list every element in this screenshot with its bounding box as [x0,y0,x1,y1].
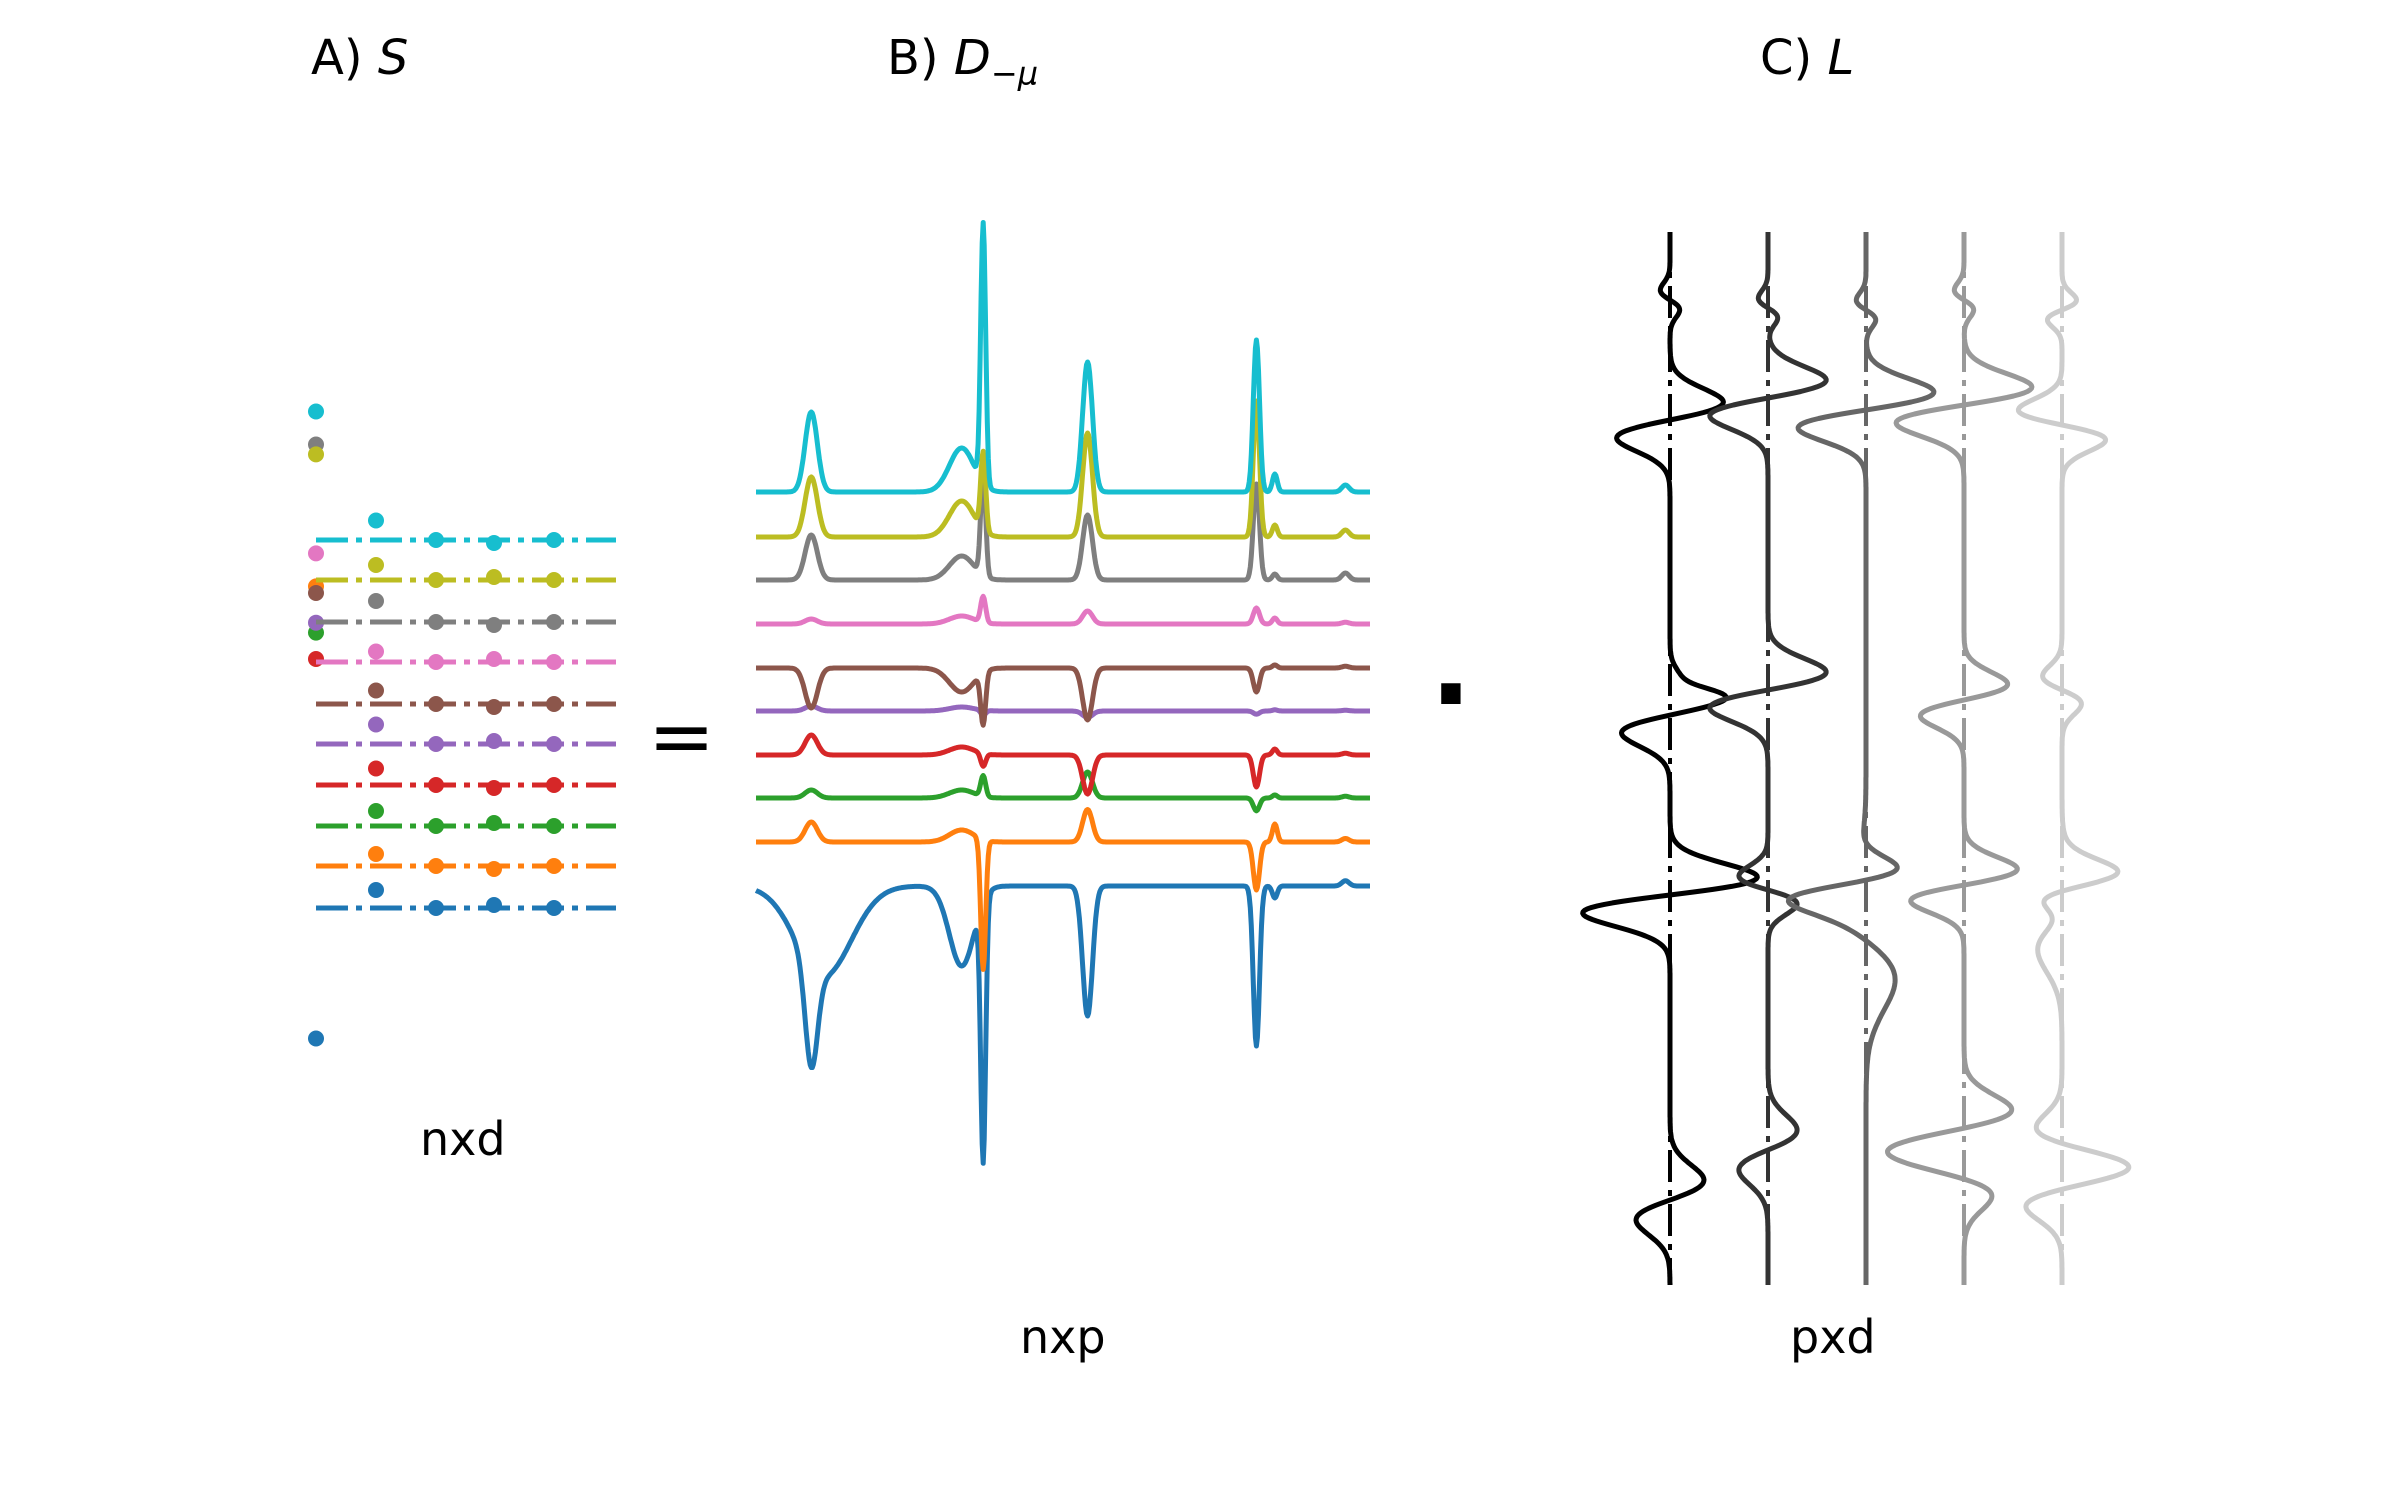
score-point [428,777,444,793]
score-point [486,780,502,796]
loading-line [1885,231,2035,1286]
panel-b-title: B) D−μ [887,30,1038,93]
panel-c-title: C) L [1760,30,1854,86]
score-point [368,557,384,573]
spectrum-line [754,769,1372,814]
score-point [546,654,562,670]
score-point [486,617,502,633]
panel-b-prefix: B) [887,30,954,86]
panel-c-prefix: C) [1760,30,1828,86]
spectrum-line [754,703,1372,720]
score-point [428,858,444,874]
score-point [546,777,562,793]
score-point [486,651,502,667]
panel-c-symbol: L [1827,30,1855,86]
score-point [486,861,502,877]
score-point [428,572,444,588]
score-point [308,545,324,562]
score-point [486,535,502,551]
panel-a-prefix: A) [311,30,378,86]
spectrum-line [754,468,1372,583]
score-point [308,585,324,601]
panel-c-dims: pxd [1790,1310,1876,1364]
score-point [486,569,502,585]
score-point [546,532,562,548]
score-point [546,696,562,712]
score-point [428,654,444,670]
score-point [428,818,444,834]
score-point [428,532,444,548]
score-point [368,593,384,609]
panel-a-dims: nxd [420,1112,506,1166]
dot-operator: · [1430,630,1472,758]
score-point [486,897,502,913]
score-point [546,614,562,630]
score-point [428,900,444,916]
panel-b-dims: nxp [1020,1310,1106,1364]
score-point [308,651,324,667]
score-point [546,572,562,588]
spectrum-line [754,732,1372,797]
panel-a-title: A) S [311,30,408,86]
spectrum-line [754,878,1372,1166]
score-point [368,760,384,777]
panel-b-symbol: D [953,30,991,86]
spectrum-line [754,807,1372,972]
score-point [368,512,384,529]
score-point [368,846,384,862]
loading-line [2015,231,2132,1286]
score-point [486,815,502,831]
panel-a-scores [308,403,616,1047]
score-point [428,696,444,712]
score-point [368,716,384,733]
score-point [368,882,384,898]
score-point [308,403,324,420]
panel-b-data [754,220,1372,1166]
score-point [546,736,562,752]
score-point [486,733,502,749]
score-point [308,1030,324,1047]
score-point [368,803,384,819]
score-point [368,643,384,660]
spectrum-line [754,220,1372,495]
panel-b-subscript: −μ [990,54,1039,93]
score-point [546,900,562,916]
score-point [368,682,384,699]
loading-line [1707,231,1829,1286]
score-point [486,699,502,715]
score-point [428,736,444,752]
score-point [308,446,324,463]
score-point [546,818,562,834]
panel-a-symbol: S [377,30,409,86]
equals-operator: = [648,690,716,783]
spectrum-line [754,398,1372,540]
panel-c-loadings [1580,231,2132,1286]
score-point [546,858,562,874]
score-point [428,614,444,630]
spectrum-line [754,593,1372,627]
loading-line [1785,231,1937,1286]
spectrum-line [754,662,1372,728]
